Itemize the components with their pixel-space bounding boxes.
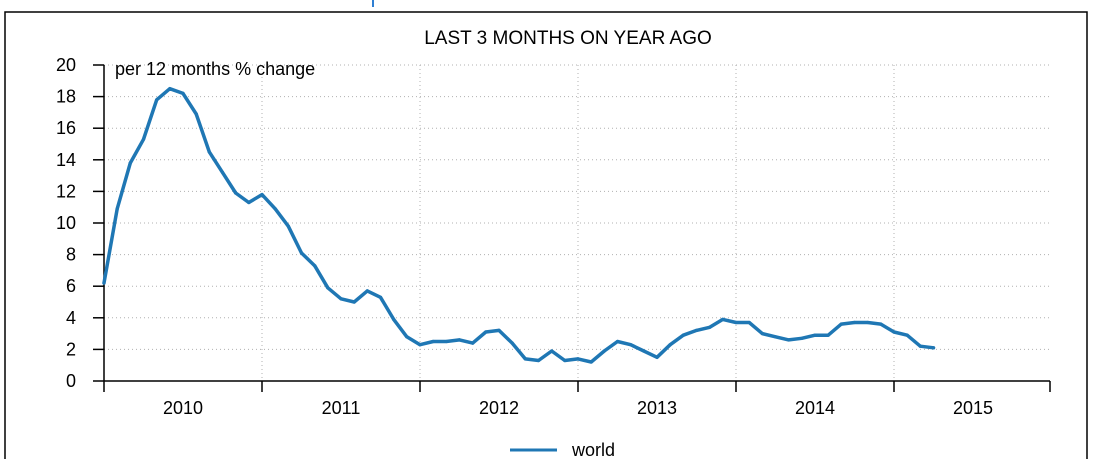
chart-title: LAST 3 MONTHS ON YEAR AGO (424, 28, 712, 49)
data-point (378, 295, 383, 299)
data-point (642, 349, 646, 353)
y-tick-label: 10 (56, 213, 76, 233)
y-tick-label: 0 (66, 371, 76, 391)
legend-label: world (571, 440, 615, 459)
data-point (694, 328, 699, 332)
data-point (747, 320, 751, 325)
y-tick-label: 20 (56, 55, 76, 75)
data-point (299, 251, 304, 255)
data-point (405, 335, 409, 339)
data-point (418, 343, 422, 347)
data-point (234, 191, 238, 195)
data-point (536, 358, 541, 363)
y-tick-label: 16 (56, 118, 76, 138)
data-point (681, 333, 685, 337)
chart-border (4, 11, 1088, 459)
data-point (523, 357, 527, 361)
data-point (194, 112, 198, 116)
data-point (220, 170, 225, 174)
y-tick-label: 12 (56, 181, 76, 201)
data-point (615, 339, 620, 344)
data-point (576, 357, 580, 361)
y-tick-label: 8 (66, 245, 76, 265)
data-point (734, 320, 738, 325)
data-point (563, 358, 567, 363)
data-point (155, 98, 159, 102)
data-point (339, 297, 343, 301)
chart-subtitle: per 12 months % change (115, 59, 315, 79)
data-point (260, 193, 264, 197)
data-point (550, 349, 554, 353)
y-tick-label: 6 (66, 276, 76, 296)
data-point (668, 343, 672, 347)
y-tick-label: 14 (56, 150, 76, 170)
legend: world (510, 440, 615, 459)
y-axis-ticks: 0 2 4 6 8 10 12 14 16 18 20 (56, 55, 104, 391)
data-point (181, 91, 185, 95)
x-tick-label: 2013 (637, 398, 677, 418)
top-blue-mark (372, 0, 374, 7)
data-point (918, 344, 922, 348)
y-tick-label: 4 (66, 308, 76, 328)
data-point (141, 137, 146, 141)
grid (104, 64, 1050, 381)
data-point (892, 330, 896, 334)
data-point (931, 346, 936, 350)
data-point (655, 355, 659, 359)
x-tick-label: 2011 (322, 398, 361, 418)
data-point (326, 286, 330, 290)
data-point (602, 349, 606, 353)
data-point (905, 333, 909, 337)
data-point (168, 87, 172, 91)
data-point (629, 343, 633, 347)
data-point (457, 338, 462, 342)
series-line (102, 86, 936, 364)
x-tick-label: 2012 (479, 398, 519, 418)
data-point (392, 317, 396, 321)
x-tick-label: 2015 (953, 398, 993, 418)
data-point (852, 320, 857, 325)
x-axis-ticks: 2010 2011 2012 2013 2014 2015 (103, 381, 1051, 418)
data-point (760, 332, 764, 336)
data-point (800, 336, 804, 340)
data-point (721, 317, 725, 321)
data-point (286, 224, 290, 228)
data-point (352, 300, 356, 304)
data-point (444, 339, 448, 344)
data-point (484, 330, 488, 334)
data-point (787, 338, 791, 342)
data-point (115, 207, 119, 211)
data-point (826, 333, 830, 337)
data-point (431, 339, 435, 344)
y-tick-label: 18 (56, 87, 76, 107)
data-point (773, 335, 778, 339)
data-point (497, 328, 501, 332)
data-point (365, 289, 369, 293)
data-point (510, 341, 514, 345)
data-point (128, 161, 132, 165)
series-group (102, 86, 936, 364)
data-point (866, 320, 870, 325)
data-point (589, 360, 593, 364)
data-point (313, 264, 317, 268)
data-point (879, 322, 883, 326)
data-point (102, 281, 106, 285)
x-tick-label: 2010 (163, 398, 203, 418)
x-tick-label: 2014 (795, 398, 835, 418)
data-point (839, 322, 843, 326)
y-tick-label: 2 (66, 339, 76, 359)
data-point (247, 200, 251, 205)
data-point (708, 325, 712, 329)
data-point (273, 207, 277, 211)
data-point (813, 333, 817, 337)
data-point (207, 150, 211, 154)
data-point (471, 341, 475, 345)
